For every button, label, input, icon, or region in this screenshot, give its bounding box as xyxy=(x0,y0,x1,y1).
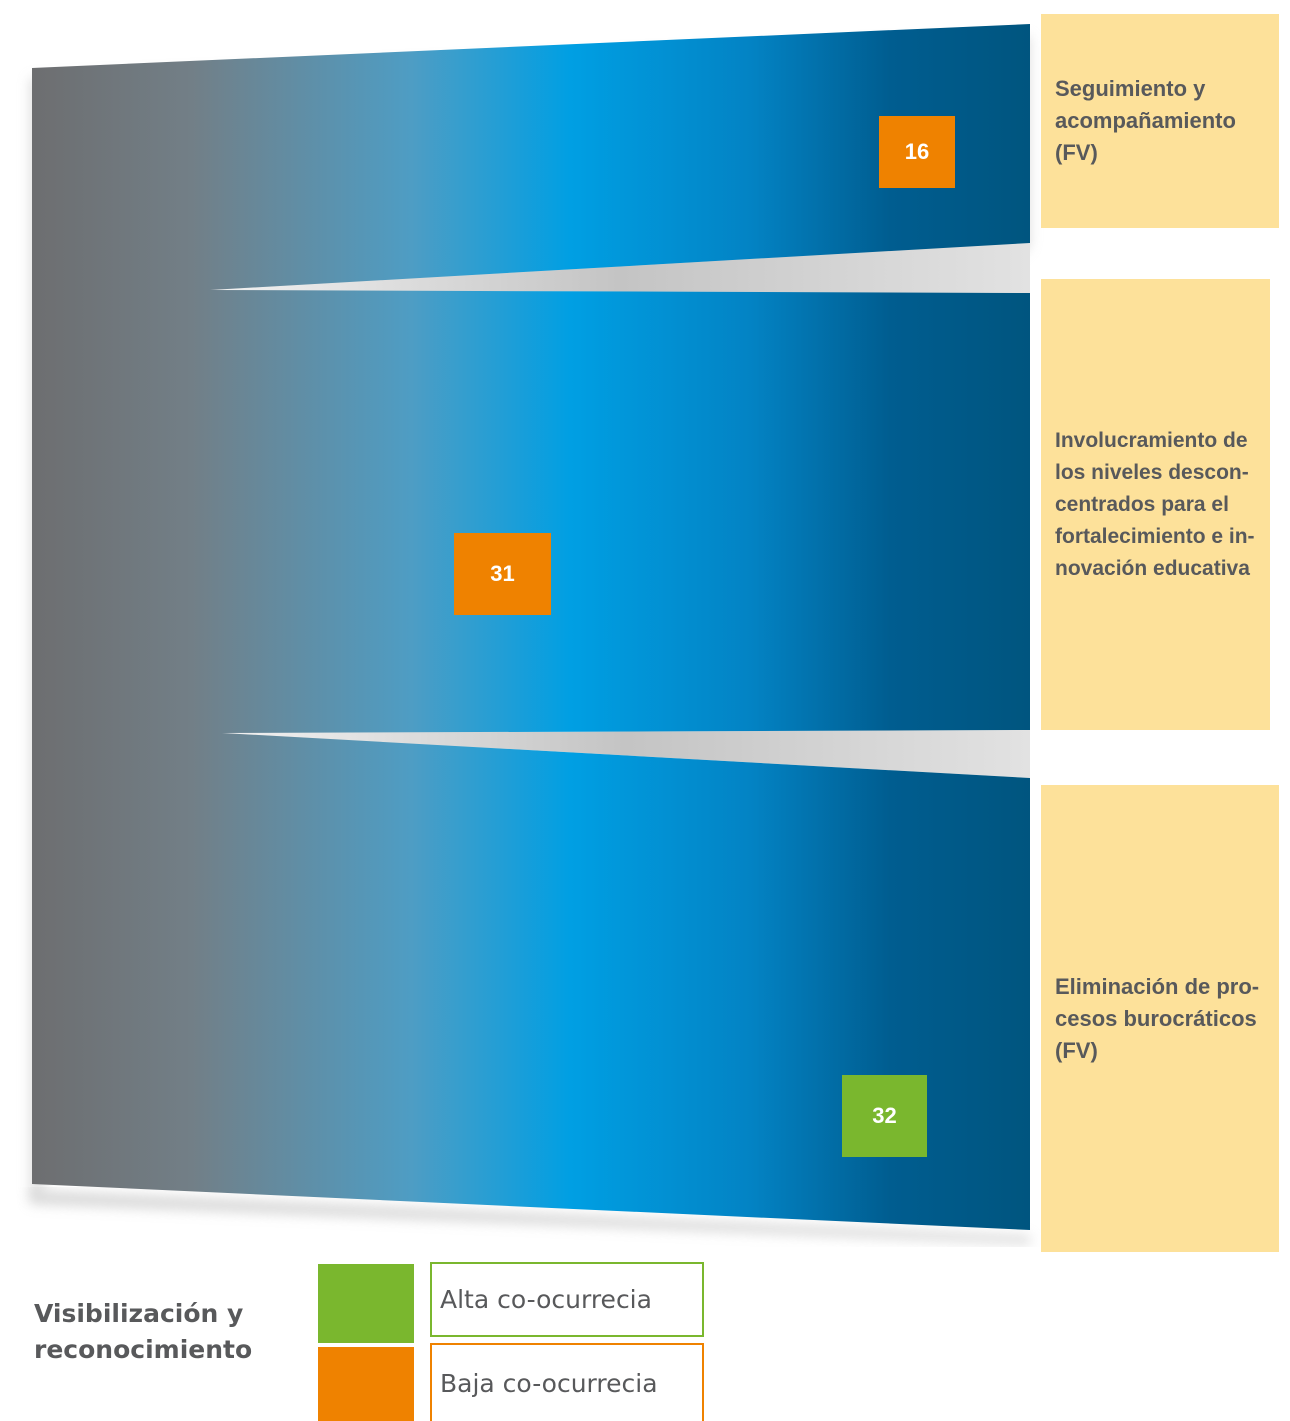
legend-swatch-alta xyxy=(318,1264,414,1343)
target-label-text: Involucramiento de los niveles descon- c… xyxy=(1055,428,1255,580)
target-label-3: Eliminación de pro- cesos burocráticos (… xyxy=(1041,785,1279,1252)
gap-2 xyxy=(222,730,1030,778)
gap-1 xyxy=(210,243,1030,293)
legend-label-alta: Alta co-ocurrecia xyxy=(430,1262,704,1337)
target-label-2: Involucramiento de los niveles descon- c… xyxy=(1041,279,1270,730)
value-badge-2: 31 xyxy=(454,533,551,615)
value-badge-3: 32 xyxy=(842,1075,927,1157)
target-label-1: Seguimiento y acompañamiento (FV) xyxy=(1041,14,1279,228)
target-label-text: Seguimiento y acompañamiento (FV) xyxy=(1055,76,1236,165)
source-label: Visibilización y reconocimiento xyxy=(34,1299,253,1364)
legend-label-baja: Baja co-ocurrecia xyxy=(430,1343,704,1421)
flow-band xyxy=(32,24,1030,1230)
target-label-text: Eliminación de pro- cesos burocráticos (… xyxy=(1055,973,1260,1063)
legend-swatch-baja xyxy=(318,1347,414,1421)
value-badge-1: 16 xyxy=(879,116,955,188)
